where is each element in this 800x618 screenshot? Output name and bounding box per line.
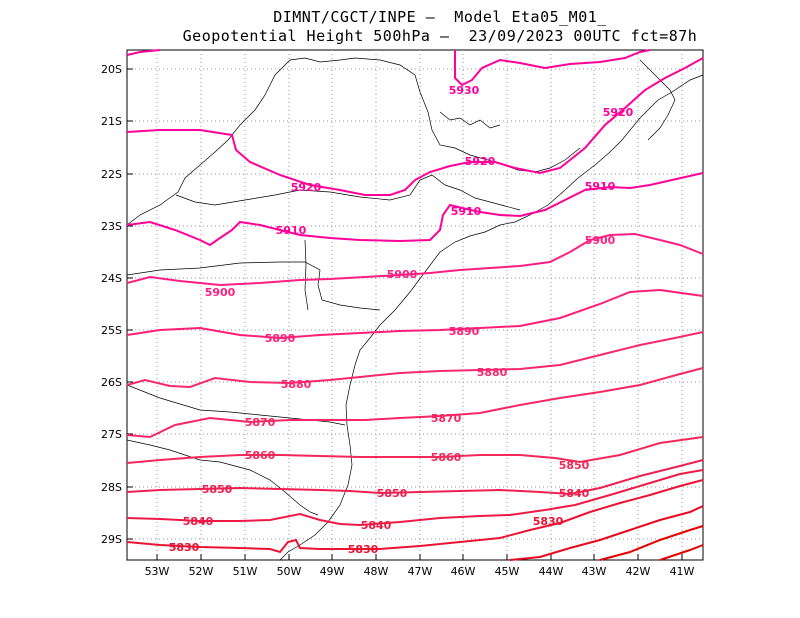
contour-label: 5890 [449,325,480,338]
lon-tick-label: 53W [145,565,170,578]
contour-label: 5840 [361,519,392,532]
contour-5910 [126,172,704,247]
contour-label: 5910 [276,224,307,237]
contour-label: 5860 [245,449,276,462]
contour-5850 [126,459,704,496]
geopotential-contours [126,49,704,561]
lat-tick-label: 23S [101,220,122,233]
contour-label: 5850 [559,459,590,472]
contour-label: 5870 [431,412,462,425]
contour-label: 5930 [449,84,480,97]
contour-label: 5910 [585,180,616,193]
contour-label: 5830 [348,543,379,556]
contour-label: 5900 [387,268,418,281]
contour-5860 [126,436,704,464]
contour-label: 5900 [205,286,236,299]
tick-marks [127,68,683,560]
graticule [127,50,703,560]
contour-5900 [126,232,704,287]
contour-label: 5830 [169,541,200,554]
contour-5840 [126,469,704,527]
map-title-line2: Geopotential Height 500hPa – 23/09/2023 … [182,27,698,45]
contour-5890 [126,288,704,340]
contour-label: 5860 [431,451,462,464]
lat-tick-label: 25S [101,324,122,337]
map-title-line1: DIMNT/CGCT/INPE – Model Eta05_M01_ [273,8,607,26]
contour-5810 [599,525,704,561]
lon-tick-label: 46W [451,565,476,578]
contour-label: 5830 [533,515,564,528]
lon-tick-label: 48W [364,565,389,578]
contour-label: 5920 [291,181,322,194]
contour-label: 5880 [281,378,312,391]
contour-label: 5920 [465,155,496,168]
lat-tick-label: 26S [101,376,122,389]
contour-label: 5850 [377,487,408,500]
lat-tick-labels: 20S 21S 22S 23S 24S 25S 26S 27S 28S 29S [101,63,122,546]
lon-tick-label: 47W [408,565,433,578]
lat-tick-label: 29S [101,533,122,546]
contour-label: 5840 [559,487,590,500]
contour-5930-west [126,49,161,56]
lon-tick-label: 44W [539,565,564,578]
lat-tick-label: 28S [101,481,122,494]
contour-label: 5870 [245,416,276,429]
map-frame [126,49,704,561]
contour-5870 [126,367,704,439]
lon-tick-label: 52W [189,565,214,578]
lon-tick-label: 42W [626,565,651,578]
lon-tick-label: 50W [277,565,302,578]
contour-label: 5900 [585,234,616,247]
lat-tick-label: 21S [101,115,122,128]
contour-5830 [126,479,704,554]
lat-tick-label: 20S [101,63,122,76]
contour-5800 [659,544,704,561]
contour-label: 5910 [451,205,482,218]
contour-labels: 5930 5920 5920 5920 5910 5910 5910 5900 … [169,84,634,556]
contour-label: 5890 [265,332,296,345]
coastline-and-borders [126,57,704,561]
contour-label: 5880 [477,366,508,379]
contour-label: 5840 [183,515,214,528]
contour-5920 [126,57,704,196]
lon-tick-label: 49W [320,565,345,578]
lon-tick-label: 43W [582,565,607,578]
contour-5820 [509,505,704,561]
lon-tick-label: 51W [233,565,258,578]
contour-5880 [126,331,704,389]
lat-tick-label: 27S [101,428,122,441]
contour-5930 [454,49,651,87]
lon-tick-labels: 53W 52W 51W 50W 49W 48W 47W 46W 45W 44W … [145,565,695,578]
lat-tick-label: 24S [101,272,122,285]
lat-tick-label: 22S [101,168,122,181]
contour-label: 5850 [202,483,233,496]
lon-tick-label: 41W [670,565,695,578]
lon-tick-label: 45W [495,565,520,578]
contour-label: 5920 [603,106,634,119]
